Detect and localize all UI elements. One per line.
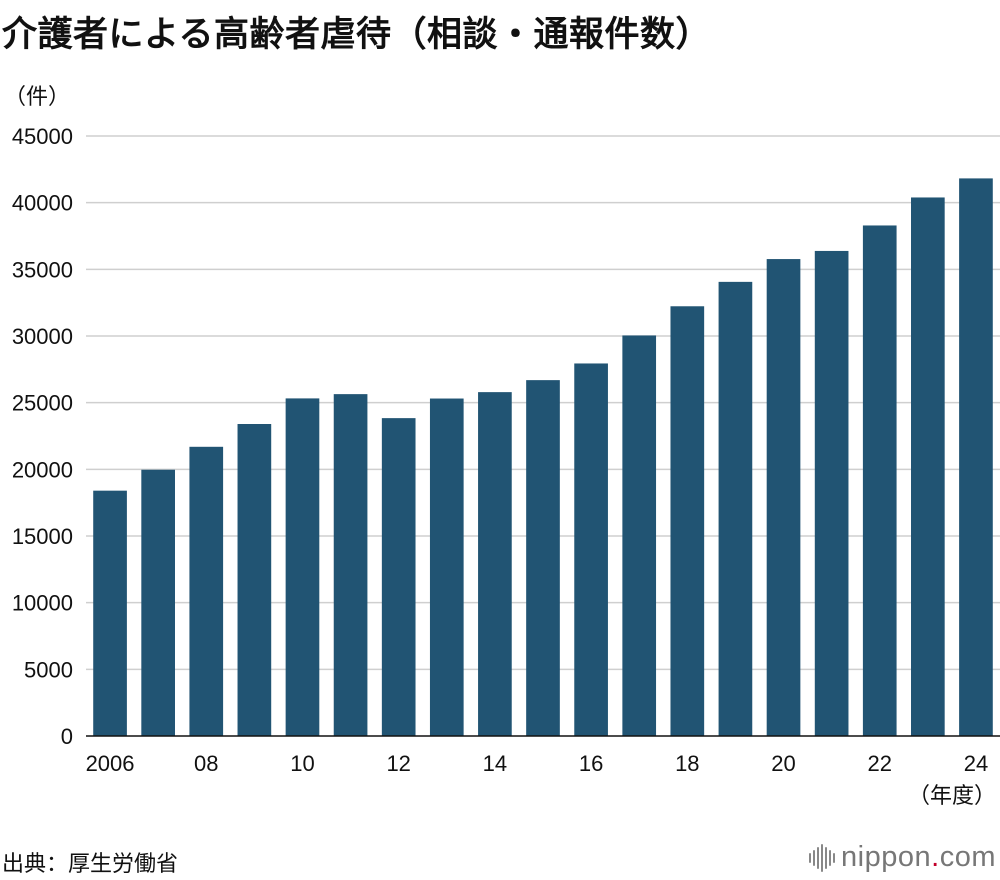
x-tick-label: 08 xyxy=(194,751,218,776)
bar-07 xyxy=(141,469,175,736)
x-axis-unit-label: （年度） xyxy=(908,784,996,809)
x-tick-label: 10 xyxy=(290,751,314,776)
x-tick-label: 14 xyxy=(483,751,507,776)
nippon-wave-icon xyxy=(809,843,836,872)
source-note: 出典：厚生労働省 xyxy=(2,852,179,877)
y-tick-label: 0 xyxy=(61,724,73,749)
bar-11 xyxy=(333,394,368,736)
bar-15 xyxy=(526,380,560,736)
nippon-logo: nippon.com xyxy=(809,841,996,874)
y-tick-label: 25000 xyxy=(12,391,73,416)
x-tick-label: 22 xyxy=(867,751,891,776)
bar-08 xyxy=(189,446,224,736)
bar-2006 xyxy=(93,490,127,736)
x-tick-label: 12 xyxy=(386,751,410,776)
bar-12 xyxy=(381,418,416,736)
x-tick-label: 16 xyxy=(579,751,603,776)
bar-09 xyxy=(237,424,272,736)
bar-24 xyxy=(959,178,993,736)
bar-22 xyxy=(862,225,897,736)
bar-10 xyxy=(285,398,320,736)
bar-16 xyxy=(574,363,608,736)
bar-17 xyxy=(622,335,657,736)
y-tick-label: 40000 xyxy=(12,191,73,216)
x-tick-label: 2006 xyxy=(86,751,135,776)
y-tick-label: 45000 xyxy=(12,124,73,149)
bar-18 xyxy=(670,306,705,736)
y-tick-label: 35000 xyxy=(12,257,73,282)
bar-20 xyxy=(766,259,801,736)
y-tick-label: 20000 xyxy=(12,457,73,482)
page-title: 介護者による高齢者虐待（相談・通報件数） xyxy=(2,15,711,55)
y-tick-label: 10000 xyxy=(12,591,73,616)
bar-21 xyxy=(814,250,849,736)
x-tick-label: 24 xyxy=(964,751,988,776)
bar-14 xyxy=(478,392,512,736)
bar-23 xyxy=(911,197,945,736)
y-tick-label: 15000 xyxy=(12,524,73,549)
y-tick-label: 30000 xyxy=(12,324,73,349)
x-tick-label: 20 xyxy=(771,751,795,776)
nippon-wordmark: nippon.com xyxy=(841,841,996,873)
y-axis-unit-label: （件） xyxy=(4,85,70,110)
x-tick-label: 18 xyxy=(675,751,699,776)
y-tick-label: 5000 xyxy=(24,657,73,682)
bar-19 xyxy=(718,281,753,736)
bar-13 xyxy=(429,398,464,736)
